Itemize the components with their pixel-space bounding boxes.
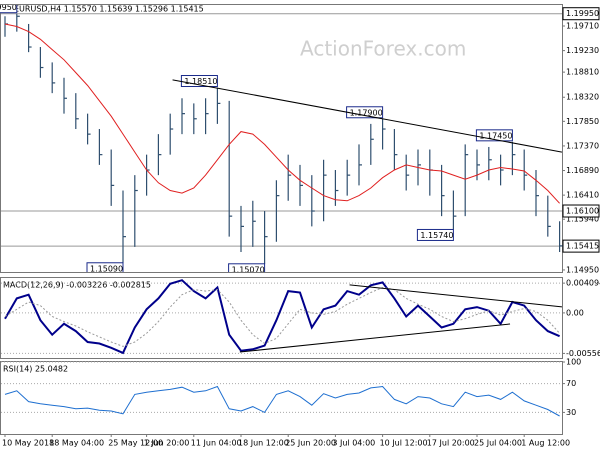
- y-tick-label: 1.18810: [566, 68, 599, 77]
- x-tick-label: 1 Jun 20:00: [144, 439, 190, 448]
- annotation-label: 1.18510: [184, 77, 217, 86]
- y-tick-label: 30: [566, 408, 576, 417]
- annotation: 1.17450: [475, 129, 513, 142]
- y-tick-label: 1.17370: [566, 141, 599, 150]
- y-tick-label: 70: [566, 379, 576, 388]
- y-tick-label: 1.16890: [566, 166, 599, 175]
- annotation-label: 1.15070: [232, 265, 265, 274]
- y-tick-label: 0.00: [566, 308, 584, 317]
- y-tick-label: 0.004094: [566, 279, 600, 288]
- annotation: 1.15070: [228, 263, 266, 274]
- annotation: 1.19950: [0, 3, 18, 14]
- x-tick-label: 18 May 04:00: [49, 439, 104, 448]
- annotation: 1.15090: [86, 262, 124, 273]
- trendline: [172, 79, 563, 153]
- trendline: [239, 323, 511, 353]
- x-tick-label: 25 May 12:00: [108, 439, 163, 448]
- x-tick-label: 10 May 2018: [2, 439, 54, 448]
- y-tick-label: 1.14950: [566, 265, 599, 274]
- rsi-title: RSI(14) 25.0482: [3, 365, 68, 374]
- y-tick-label: 1.16410: [566, 191, 599, 200]
- y-tick-label: 1.19230: [566, 46, 599, 55]
- macd-title: MACD(12,26,9) -0.003226 -0.002815: [3, 281, 151, 290]
- annotation-label: 1.15740: [420, 231, 453, 240]
- x-tick-label: 17 Jul 20:00: [427, 439, 475, 448]
- x-tick-label: 11 Jun 04:00: [191, 439, 242, 448]
- chart-title: EURUSD,H4 1.15570 1.15639 1.15296 1.1541…: [14, 5, 204, 14]
- level-box: [562, 7, 600, 21]
- price-panel: [0, 4, 563, 273]
- annotation-label: 1.19950: [0, 3, 17, 12]
- series-line: [4, 385, 560, 417]
- series-line: [4, 279, 560, 355]
- rsi-panel: [0, 361, 563, 435]
- annotation: 1.17900: [346, 106, 384, 119]
- annotation-box: [228, 263, 266, 272]
- x-tick-label: 10 Jul 12:00: [380, 439, 428, 448]
- x-tick-label: 25 Jul 04:00: [474, 439, 522, 448]
- annotation-box: [86, 262, 124, 272]
- x-tick-label: 1 Aug 12:00: [521, 439, 570, 448]
- moving-average: [4, 23, 560, 204]
- y-tick-label: 1.18320: [566, 93, 599, 102]
- y-tick-label: -0.005568: [566, 349, 600, 358]
- annotation-label: 1.17900: [350, 108, 383, 117]
- annotation: 1.15740: [416, 228, 454, 241]
- series-line: [4, 286, 560, 347]
- y-tick-label: 100: [566, 358, 581, 367]
- level-label: 1.15415: [566, 242, 599, 251]
- trendline: [349, 284, 563, 308]
- x-tick-label: 25 Jun 20:00: [285, 439, 336, 448]
- annotation-box: [475, 129, 513, 142]
- level-label: 1.16100: [566, 207, 599, 216]
- x-tick-label: 18 Jun 12:00: [238, 439, 289, 448]
- y-tick-label: 1.17850: [566, 117, 599, 126]
- annotation-box: [0, 5, 18, 14]
- annotation-label: 1.17450: [479, 131, 512, 140]
- macd-panel: [0, 277, 563, 359]
- y-tick-label: 1.19710: [566, 22, 599, 31]
- annotation-label: 1.15090: [90, 264, 123, 273]
- level-box: [562, 204, 600, 218]
- level-box: [562, 239, 600, 253]
- annotation-box: [416, 228, 454, 241]
- x-tick-label: 3 Jul 04:00: [332, 439, 375, 448]
- y-tick-label: 1.15940: [566, 215, 599, 224]
- level-label: 1.19950: [566, 9, 599, 18]
- watermark: ActionForex.com: [300, 37, 466, 61]
